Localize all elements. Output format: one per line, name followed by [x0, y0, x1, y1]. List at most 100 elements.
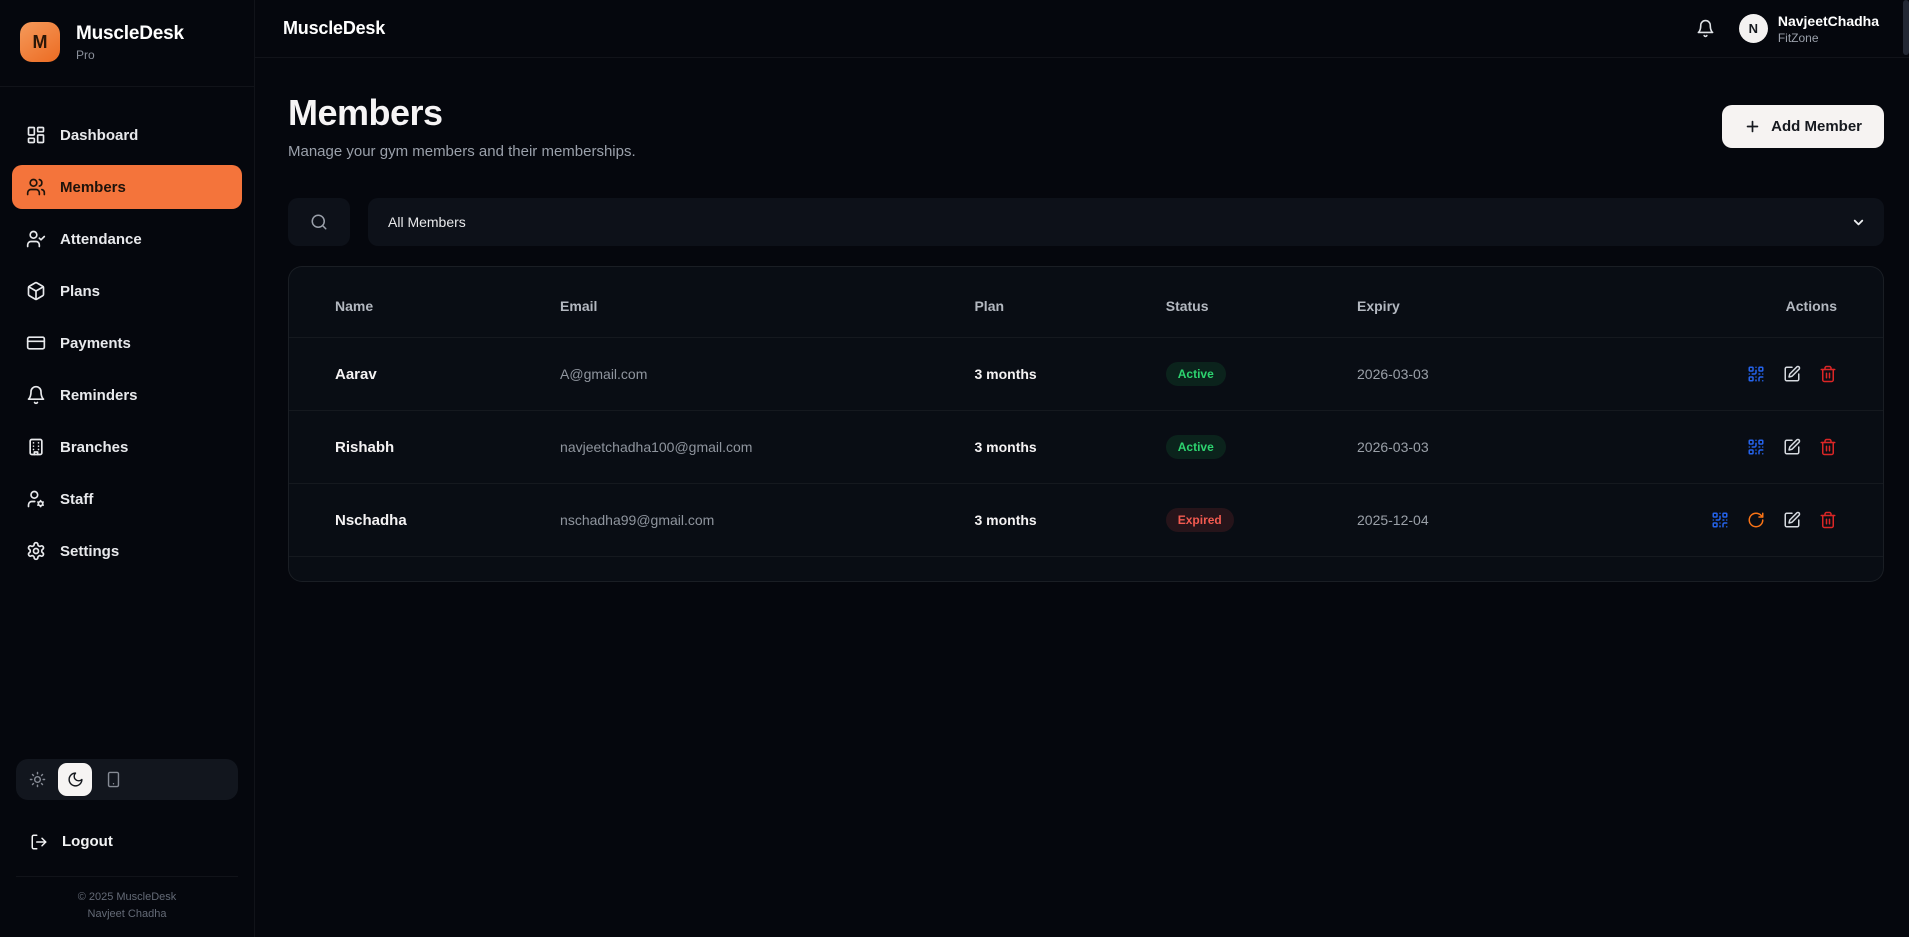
col-header-plan: Plan [974, 298, 1005, 314]
delete-button[interactable] [1819, 511, 1837, 529]
qr-code-button[interactable] [1711, 511, 1729, 529]
member-email: navjeetchadha100@gmail.com [560, 439, 753, 455]
bell-icon [1696, 19, 1715, 38]
brand-tier: Pro [76, 47, 95, 62]
sidebar-item-branches[interactable]: Branches [12, 425, 242, 469]
credit-card-icon [26, 333, 46, 353]
chevron-down-icon [1851, 215, 1866, 230]
sidebar-item-members[interactable]: Members [12, 165, 242, 209]
topbar-title: MuscleDesk [283, 18, 386, 38]
logout-button[interactable]: Logout [16, 822, 238, 862]
edit-icon [1783, 438, 1801, 456]
sidebar-bottom: Logout © 2025 MuscleDesk Navjeet Chadha [0, 758, 254, 937]
member-filter-value: All Members [388, 214, 466, 230]
plus-icon [1744, 118, 1761, 135]
edit-button[interactable] [1783, 438, 1801, 456]
col-header-status: Status [1165, 298, 1209, 314]
sidebar-item-staff[interactable]: Staff [12, 477, 242, 521]
user-org: FitZone [1777, 30, 1819, 45]
table-header-row: Name Email Plan Status Expiry Actions [289, 267, 1883, 338]
renew-button[interactable] [1747, 511, 1765, 529]
theme-dark-button[interactable] [58, 762, 92, 796]
sidebar-nav: Dashboard Members Attendance Plans [0, 87, 254, 585]
qr-code-icon [1747, 365, 1765, 383]
member-plan: 3 months [974, 366, 1037, 382]
col-header-actions: Actions [1785, 298, 1837, 314]
table-row: Rishabh navjeetchadha100@gmail.com 3 mon… [289, 411, 1883, 484]
notifications-button[interactable] [1696, 19, 1715, 38]
filters-row: All Members [288, 198, 1884, 246]
qr-code-button[interactable] [1747, 438, 1765, 456]
topbar: MuscleDesk N NavjeetChadha FitZone [255, 0, 1909, 58]
sidebar-item-reminders[interactable]: Reminders [12, 373, 242, 417]
sidebar-item-plans[interactable]: Plans [12, 269, 242, 313]
user-meta: NavjeetChadha FitZone [1778, 13, 1879, 45]
member-name: Nschadha [335, 511, 407, 529]
col-header-name: Name [335, 298, 374, 314]
delete-button[interactable] [1819, 438, 1837, 456]
status-badge: Active [1165, 435, 1226, 459]
sidebar-item-label: Plans [60, 282, 101, 300]
theme-light-button[interactable] [20, 763, 54, 796]
member-name: Rishabh [335, 438, 395, 456]
sidebar-item-label: Dashboard [60, 126, 139, 144]
members-table-card: Name Email Plan Status Expiry Actions Aa… [288, 266, 1884, 582]
grid-icon [26, 125, 46, 145]
sidebar-footer: © 2025 MuscleDesk Navjeet Chadha [16, 875, 238, 923]
avatar-initial: N [1748, 21, 1759, 36]
main-area: Members Manage your gym members and thei… [255, 58, 1909, 937]
smartphone-icon [105, 771, 122, 788]
qr-code-icon [1747, 438, 1765, 456]
table-row: Aarav A@gmail.com 3 months Active 2026-0… [289, 338, 1883, 411]
edit-button[interactable] [1783, 365, 1801, 383]
brand: M MuscleDesk Pro [0, 0, 254, 87]
sidebar: M MuscleDesk Pro Dashboard Members [0, 0, 255, 937]
moon-icon [67, 771, 84, 788]
member-plan: 3 months [974, 512, 1037, 528]
sidebar-item-label: Settings [60, 542, 120, 560]
scrollbar[interactable] [1903, 0, 1909, 55]
theme-toggle [16, 758, 238, 800]
sidebar-item-payments[interactable]: Payments [12, 321, 242, 365]
sidebar-item-settings[interactable]: Settings [12, 529, 242, 573]
add-member-button[interactable]: Add Member [1722, 104, 1884, 148]
page-title: Members [288, 92, 443, 133]
status-badge: Active [1165, 362, 1226, 386]
members-table: Name Email Plan Status Expiry Actions Aa… [289, 267, 1883, 557]
user-name: NavjeetChadha [1777, 12, 1879, 29]
footer-author: Navjeet Chadha [87, 907, 167, 920]
users-icon [26, 177, 46, 197]
trash-icon [1819, 511, 1837, 529]
col-header-expiry: Expiry [1357, 298, 1400, 314]
topbar-right: N NavjeetChadha FitZone [1696, 13, 1879, 45]
search-button[interactable] [288, 198, 350, 246]
brand-logo: M [20, 22, 60, 62]
qr-code-icon [1711, 511, 1729, 529]
avatar: N [1738, 14, 1768, 43]
sidebar-item-attendance[interactable]: Attendance [12, 217, 242, 261]
edit-button[interactable] [1783, 511, 1801, 529]
sidebar-item-dashboard[interactable]: Dashboard [12, 113, 242, 157]
logout-icon [30, 833, 48, 851]
member-expiry: 2026-03-03 [1357, 439, 1429, 455]
row-actions [1596, 438, 1837, 456]
bell-icon [26, 385, 46, 405]
page-head: Members Manage your gym members and thei… [288, 92, 1884, 160]
member-filter-select[interactable]: All Members [368, 198, 1884, 246]
page-head-text: Members Manage your gym members and thei… [288, 92, 636, 160]
sidebar-item-label: Reminders [60, 386, 138, 404]
sun-icon [29, 771, 46, 788]
member-email: nschadha99@gmail.com [560, 512, 715, 528]
sidebar-item-label: Staff [60, 490, 94, 508]
theme-system-button[interactable] [96, 763, 130, 796]
member-expiry: 2026-03-03 [1357, 366, 1429, 382]
page-subtitle: Manage your gym members and their member… [288, 143, 636, 160]
status-badge: Expired [1165, 508, 1234, 532]
qr-code-button[interactable] [1747, 365, 1765, 383]
delete-button[interactable] [1819, 365, 1837, 383]
user-menu[interactable]: N NavjeetChadha FitZone [1738, 13, 1879, 45]
package-icon [26, 281, 46, 301]
add-member-label: Add Member [1771, 117, 1862, 135]
member-name: Aarav [335, 365, 377, 383]
